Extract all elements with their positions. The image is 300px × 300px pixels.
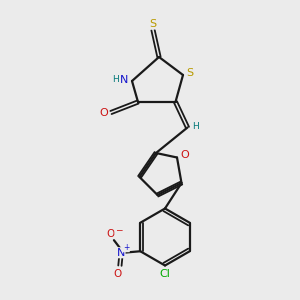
Text: N: N	[117, 248, 125, 258]
Text: O: O	[106, 229, 114, 238]
Text: H: H	[192, 122, 199, 131]
Text: N: N	[119, 75, 128, 85]
Text: Cl: Cl	[160, 269, 170, 279]
Text: S: S	[186, 68, 193, 79]
Text: +: +	[123, 243, 129, 252]
Text: −: −	[115, 225, 122, 234]
Text: S: S	[149, 19, 156, 29]
Text: O: O	[181, 150, 190, 160]
Text: O: O	[114, 269, 122, 279]
Text: O: O	[99, 107, 108, 118]
Text: H: H	[112, 75, 119, 84]
